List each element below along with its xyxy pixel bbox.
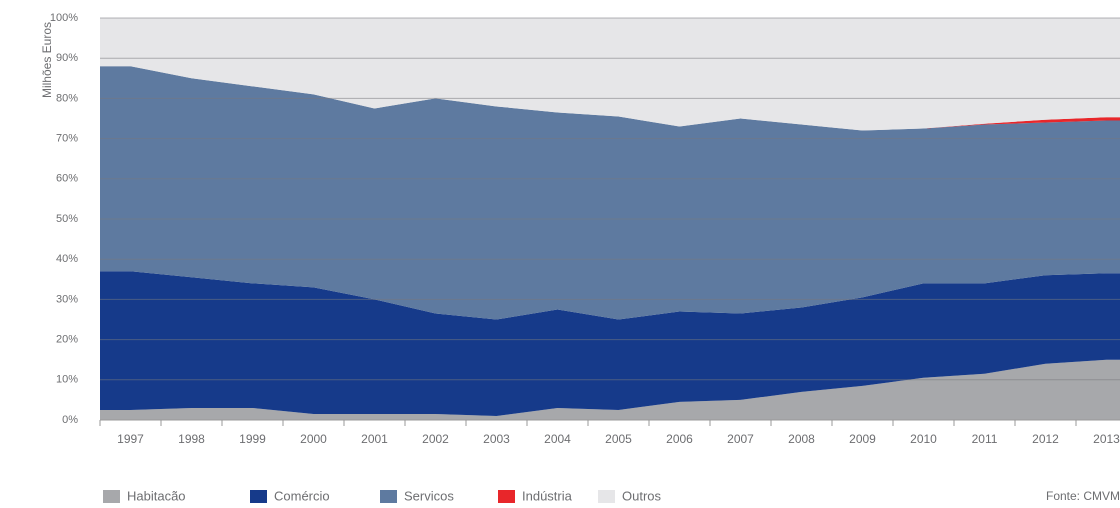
x-tick-label: 2003: [483, 432, 510, 446]
y-tick-label: 60%: [56, 173, 78, 185]
y-tick-label: 50%: [56, 213, 78, 225]
y-tick-label: 70%: [56, 133, 78, 145]
x-tick-label: 2010: [910, 432, 937, 446]
x-tick-label: 2012: [1032, 432, 1059, 446]
x-tick-label: 1998: [178, 432, 205, 446]
legend-swatch: [498, 490, 515, 503]
x-tick-label: 2005: [605, 432, 632, 446]
x-tick-label: 2002: [422, 432, 449, 446]
x-tick-label: 2008: [788, 432, 815, 446]
y-tick-label: 40%: [56, 253, 78, 265]
x-tick-label: 2001: [361, 432, 388, 446]
legend-swatch: [380, 490, 397, 503]
y-tick-label: 90%: [56, 52, 78, 64]
area: [100, 18, 1120, 131]
y-tick-label: 0%: [62, 414, 78, 426]
x-tick-label: 2009: [849, 432, 876, 446]
x-tick-label: 1999: [239, 432, 266, 446]
x-tick-label: 2000: [300, 432, 327, 446]
x-tick-label: 1997: [117, 432, 144, 446]
x-tick-label: 2006: [666, 432, 693, 446]
legend-swatch: [103, 490, 120, 503]
x-tick-label: 2011: [972, 432, 998, 446]
legend-label: Indústria: [522, 488, 573, 503]
legend-label: Habitacão: [127, 488, 186, 503]
area: [100, 359, 1120, 420]
x-tick-label: 2013: [1093, 432, 1120, 446]
area: [100, 66, 1120, 320]
y-tick-label: 100%: [50, 12, 78, 24]
y-tick-label: 80%: [56, 92, 78, 104]
y-tick-label: 30%: [56, 293, 78, 305]
legend-label: Servicos: [404, 488, 454, 503]
legend-label: Comércio: [274, 488, 330, 503]
y-tick-label: 10%: [56, 374, 78, 386]
legend-swatch: [598, 490, 615, 503]
y-axis-label: Milhões Euros: [40, 22, 54, 98]
x-tick-label: 2007: [727, 432, 754, 446]
x-tick-label: 2004: [544, 432, 571, 446]
source-note: Fonte: CMVM: [1046, 489, 1120, 503]
legend-swatch: [250, 490, 267, 503]
y-tick-label: 20%: [56, 334, 78, 346]
legend-label: Outros: [622, 488, 662, 503]
